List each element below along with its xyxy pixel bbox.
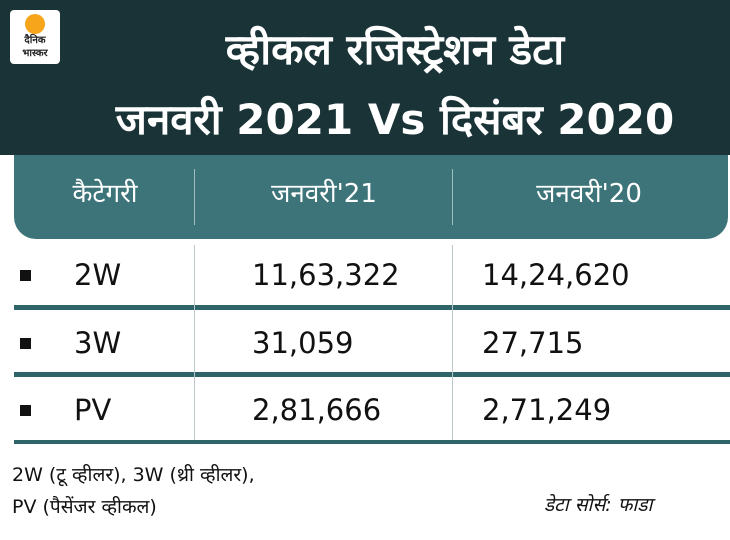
table-header: कैटेगरी जनवरी'21 जनवरी'20: [14, 155, 728, 239]
header-divider: [194, 169, 195, 225]
column-divider: [452, 245, 453, 440]
footnote-line1: 2W (टू व्हीलर), 3W (थ्री व्हीलर),: [12, 464, 255, 486]
bullet-icon: [20, 338, 31, 349]
data-source: डेटा सोर्स: फाडा: [544, 494, 653, 516]
column-divider: [194, 245, 195, 440]
cell-jan21: 11,63,322: [252, 258, 400, 292]
cell-jan20: 2,71,249: [482, 393, 612, 427]
logo-text-line1: दैनिक: [24, 35, 46, 46]
table-row: 3W 31,059 27,715: [0, 313, 730, 373]
bullet-icon: [20, 405, 31, 416]
footnote-line2: PV (पैसेंजर व्हीकल): [12, 496, 157, 518]
cell-category: PV: [74, 393, 112, 427]
header-divider: [452, 169, 453, 225]
cell-jan21: 31,059: [252, 326, 354, 360]
cell-jan20: 27,715: [482, 326, 584, 360]
page-title-line1: व्हीकल रजिस्ट्रेशन डेटा: [225, 25, 565, 74]
table-row: 2W 11,63,322 14,24,620: [0, 245, 730, 305]
row-divider: [14, 305, 730, 310]
row-divider: [14, 372, 730, 377]
column-header-jan20: जनवरी'20: [536, 179, 642, 209]
row-divider: [14, 440, 730, 444]
table-row: PV 2,81,666 2,71,249: [0, 380, 730, 440]
cell-jan20: 14,24,620: [482, 258, 630, 292]
column-header-category: कैटेगरी: [72, 179, 138, 209]
dainik-bhaskar-logo: दैनिक भास्कर: [10, 10, 60, 64]
header-banner: दैनिक भास्कर व्हीकल रजिस्ट्रेशन डेटा जनव…: [0, 0, 730, 155]
cell-jan21: 2,81,666: [252, 393, 382, 427]
cell-category: 3W: [74, 326, 122, 360]
cell-category: 2W: [74, 258, 122, 292]
sun-icon: [25, 14, 45, 34]
page-title-line2: जनवरी 2021 Vs दिसंबर 2020: [115, 95, 675, 144]
logo-text-line2: भास्कर: [22, 48, 48, 59]
bullet-icon: [20, 270, 31, 281]
column-header-jan21: जनवरी'21: [271, 179, 377, 209]
